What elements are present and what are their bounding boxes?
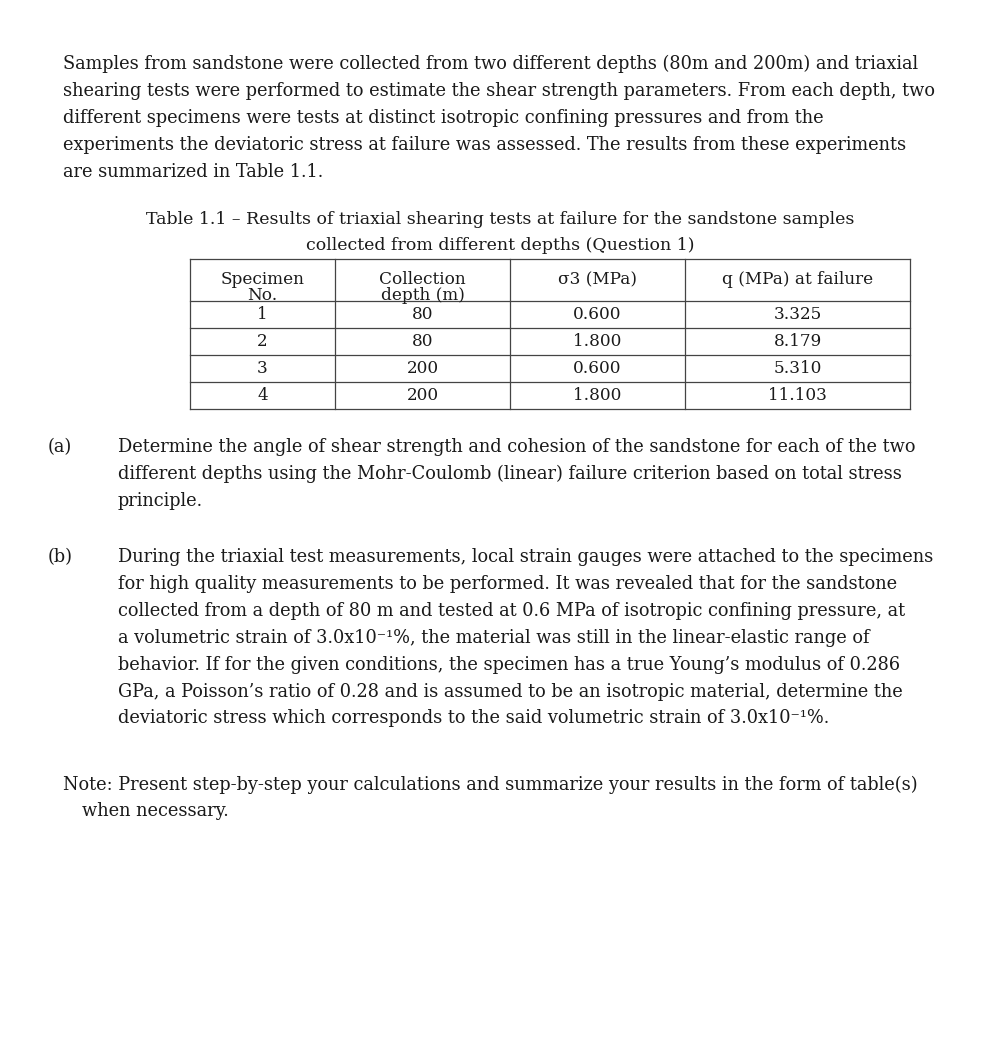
Text: Note: Present step-by-step your calculations and summarize your results in the f: Note: Present step-by-step your calculat… xyxy=(63,776,918,794)
Text: different specimens were tests at distinct isotropic confining pressures and fro: different specimens were tests at distin… xyxy=(63,109,824,127)
Text: 80: 80 xyxy=(412,306,433,323)
Text: q (MPa) at failure: q (MPa) at failure xyxy=(722,271,873,288)
Text: behavior. If for the given conditions, the specimen has a true Young’s modulus o: behavior. If for the given conditions, t… xyxy=(118,656,900,674)
Text: σ3 (MPa): σ3 (MPa) xyxy=(558,271,637,288)
Text: deviatoric stress which corresponds to the said volumetric strain of 3.0x10⁻¹%.: deviatoric stress which corresponds to t… xyxy=(118,709,829,727)
Text: 3: 3 xyxy=(257,359,268,376)
Text: 1: 1 xyxy=(257,306,268,323)
Text: 200: 200 xyxy=(406,359,439,376)
Text: when necessary.: when necessary. xyxy=(82,802,229,820)
Text: shearing tests were performed to estimate the shear strength parameters. From ea: shearing tests were performed to estimat… xyxy=(63,82,935,100)
Text: Samples from sandstone were collected from two different depths (80m and 200m) a: Samples from sandstone were collected fr… xyxy=(63,55,918,74)
Text: Determine the angle of shear strength and cohesion of the sandstone for each of : Determine the angle of shear strength an… xyxy=(118,438,916,456)
Text: 4: 4 xyxy=(257,387,268,404)
Text: 200: 200 xyxy=(406,387,439,404)
Text: collected from different depths (Question 1): collected from different depths (Questio… xyxy=(306,238,694,254)
Text: GPa, a Poisson’s ratio of 0.28 and is assumed to be an isotropic material, deter: GPa, a Poisson’s ratio of 0.28 and is as… xyxy=(118,682,903,701)
Text: No.: No. xyxy=(247,287,278,305)
Text: 2: 2 xyxy=(257,333,268,350)
Text: 0.600: 0.600 xyxy=(573,306,622,323)
Text: Collection: Collection xyxy=(379,270,466,288)
Text: for high quality measurements to be performed. It was revealed that for the sand: for high quality measurements to be perf… xyxy=(118,575,897,593)
Text: 1.800: 1.800 xyxy=(573,387,622,404)
Text: 0.600: 0.600 xyxy=(573,359,622,376)
Text: collected from a depth of 80 m and tested at 0.6 MPa of isotropic confining pres: collected from a depth of 80 m and teste… xyxy=(118,602,905,620)
Text: (a): (a) xyxy=(48,438,72,456)
Text: Table 1.1 – Results of triaxial shearing tests at failure for the sandstone samp: Table 1.1 – Results of triaxial shearing… xyxy=(146,211,854,228)
Text: (b): (b) xyxy=(48,548,73,566)
Text: 8.179: 8.179 xyxy=(773,333,822,350)
Text: 5.310: 5.310 xyxy=(773,359,822,376)
Text: 3.325: 3.325 xyxy=(773,306,822,323)
Text: 11.103: 11.103 xyxy=(768,387,827,404)
Text: principle.: principle. xyxy=(118,492,203,510)
Text: experiments the deviatoric stress at failure was assessed. The results from thes: experiments the deviatoric stress at fai… xyxy=(63,136,906,153)
Text: 80: 80 xyxy=(412,333,433,350)
Text: 1.800: 1.800 xyxy=(573,333,622,350)
Text: a volumetric strain of 3.0x10⁻¹%, the material was still in the linear-elastic r: a volumetric strain of 3.0x10⁻¹%, the ma… xyxy=(118,628,870,646)
Text: are summarized in Table 1.1.: are summarized in Table 1.1. xyxy=(63,163,323,181)
Text: During the triaxial test measurements, local strain gauges were attached to the : During the triaxial test measurements, l… xyxy=(118,548,933,566)
Text: Specimen: Specimen xyxy=(220,270,304,288)
Text: depth (m): depth (m) xyxy=(381,287,464,305)
Text: different depths using the Mohr-Coulomb (linear) failure criterion based on tota: different depths using the Mohr-Coulomb … xyxy=(118,465,902,483)
